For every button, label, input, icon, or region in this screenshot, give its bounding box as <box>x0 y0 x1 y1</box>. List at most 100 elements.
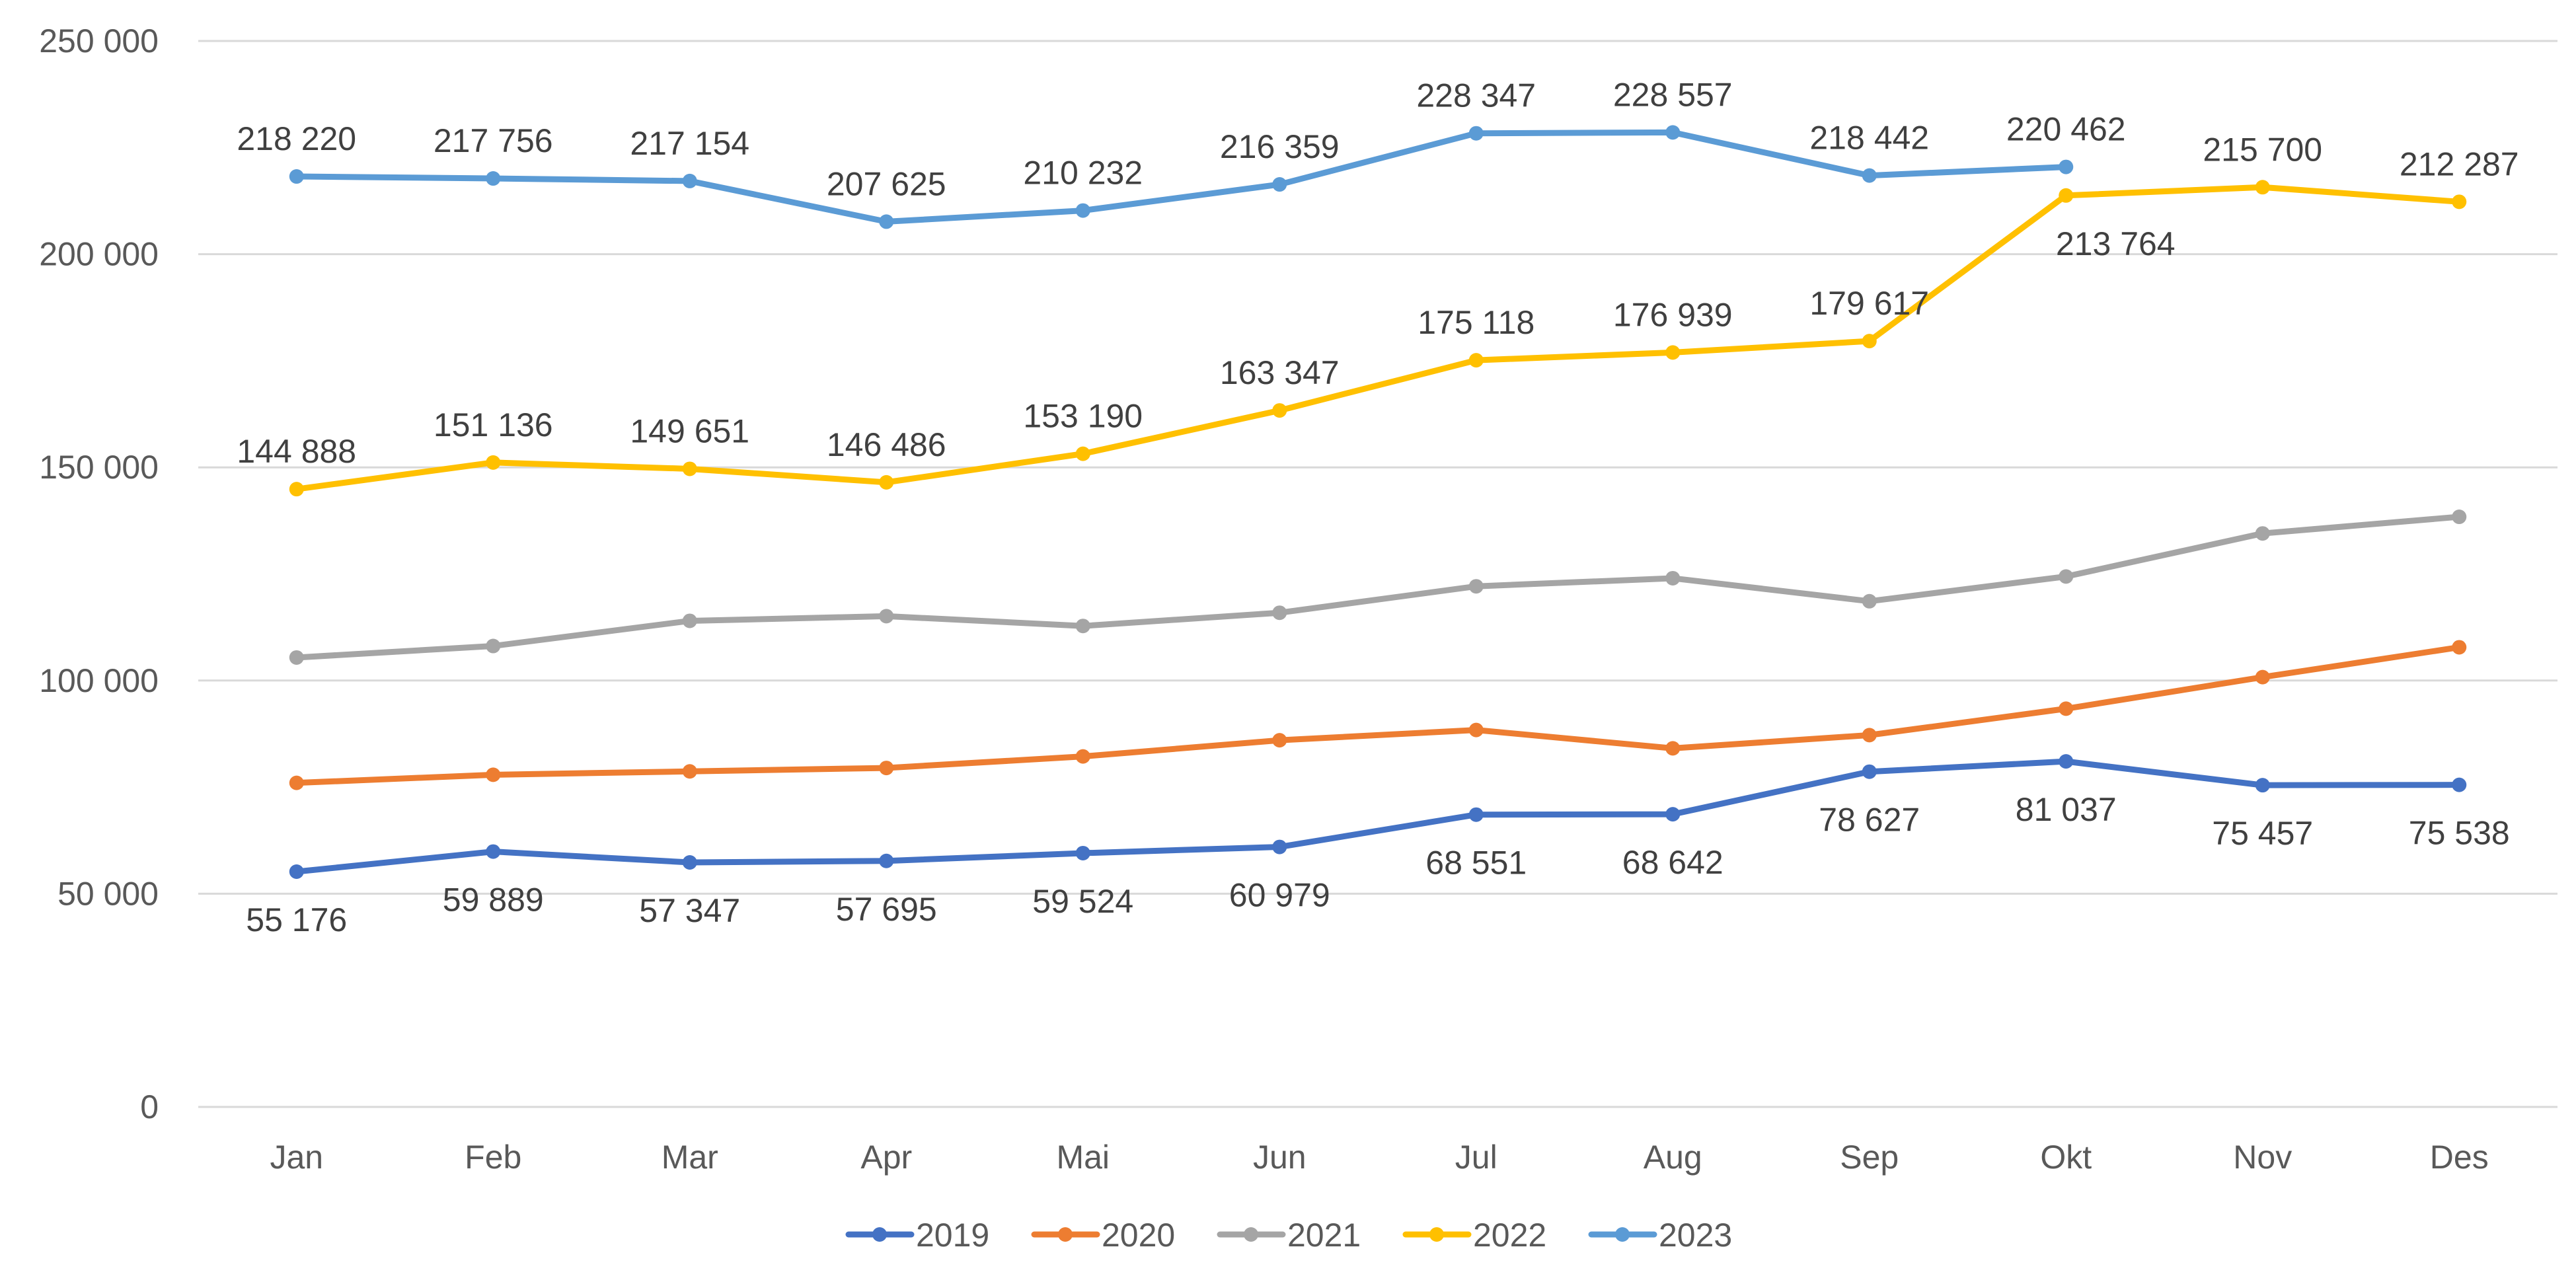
data-label-2022: 213 764 <box>2056 225 2176 262</box>
data-label-2019: 57 347 <box>639 892 740 929</box>
data-point-2019 <box>1862 764 1877 779</box>
data-point-2022 <box>289 482 304 497</box>
data-point-2020 <box>682 764 697 779</box>
data-point-2020 <box>289 775 304 790</box>
data-point-2022 <box>1468 353 1484 368</box>
data-point-2022 <box>486 455 501 470</box>
data-point-2020 <box>1862 728 1877 743</box>
x-tick-label: Mar <box>662 1139 718 1176</box>
data-label-2022: 212 287 <box>2400 145 2519 182</box>
y-tick-label: 0 <box>140 1088 159 1125</box>
legend-marker-icon <box>1244 1227 1258 1242</box>
data-point-2019 <box>1665 807 1681 822</box>
y-tick-label: 200 000 <box>39 236 159 273</box>
series-line-2021 <box>296 513 2460 661</box>
data-label-2023: 217 154 <box>630 125 749 162</box>
y-tick-label: 50 000 <box>57 875 159 912</box>
x-tick-label: Apr <box>860 1139 912 1176</box>
data-point-2021 <box>289 650 304 665</box>
data-label-2019: 59 524 <box>1032 883 1133 920</box>
data-point-2019 <box>289 864 304 880</box>
data-point-2021 <box>682 613 697 628</box>
series-lines <box>289 125 2467 880</box>
data-point-2021 <box>486 638 501 654</box>
data-label-2019: 57 695 <box>836 891 937 928</box>
legend-label-2022: 2022 <box>1473 1217 1546 1254</box>
data-label-2022: 175 118 <box>1418 304 1534 341</box>
x-tick-label: Jun <box>1253 1139 1307 1176</box>
y-tick-label: 250 000 <box>39 22 159 59</box>
data-point-2022 <box>2255 180 2270 195</box>
y-tick-label: 150 000 <box>39 449 159 486</box>
data-point-2020 <box>2255 669 2270 685</box>
data-labels: 55 176 59 889 57 347 57 695 59 524 60 979 68 5… <box>237 76 2519 938</box>
data-point-2020 <box>1468 722 1484 738</box>
legend-marker-icon <box>1058 1227 1073 1242</box>
legend: 2019 2020 2021 2022 2023 <box>845 1217 1732 1254</box>
data-point-2023 <box>1075 203 1090 218</box>
data-label-2022: 179 617 <box>1809 285 1929 322</box>
x-tick-label: Mai <box>1056 1139 1110 1176</box>
data-point-2021 <box>1665 570 1681 586</box>
data-point-2019 <box>1272 839 1287 854</box>
data-label-2023: 210 232 <box>1023 155 1143 192</box>
x-tick-label: Feb <box>465 1139 521 1176</box>
x-tick-label: Nov <box>2233 1139 2292 1176</box>
data-point-2021 <box>1862 593 1877 609</box>
data-point-2022 <box>2059 188 2074 203</box>
series-line-2019 <box>296 758 2460 875</box>
data-point-2022 <box>1665 345 1681 360</box>
data-point-2023 <box>2059 159 2074 174</box>
data-point-2022 <box>1862 334 1877 349</box>
data-point-2021 <box>1075 619 1090 634</box>
data-label-2022: 146 486 <box>827 426 946 463</box>
data-point-2019 <box>1468 807 1484 822</box>
data-point-2023 <box>879 214 894 229</box>
x-tick-label: Aug <box>1644 1139 1702 1176</box>
data-point-2022 <box>1075 446 1090 461</box>
data-label-2019: 68 642 <box>1622 844 1724 881</box>
data-point-2019 <box>682 854 697 870</box>
data-point-2023 <box>1665 125 1681 140</box>
y-axis-labels: 0 50 000 100 000 150 000 200 000 250 000 <box>39 22 159 1125</box>
data-label-2019: 75 538 <box>2409 815 2510 852</box>
data-point-2023 <box>1468 126 1484 141</box>
x-tick-label: Jul <box>1455 1139 1497 1176</box>
data-label-2022: 215 700 <box>2203 131 2322 168</box>
x-tick-label: Jan <box>270 1139 323 1176</box>
data-label-2023: 228 347 <box>1416 77 1536 114</box>
data-label-2022: 144 888 <box>237 433 356 470</box>
data-point-2022 <box>879 474 894 490</box>
y-tick-label: 100 000 <box>39 662 159 699</box>
data-label-2023: 218 442 <box>1809 120 1929 157</box>
data-label-2023: 218 220 <box>237 120 356 157</box>
series-line-2023 <box>296 129 2066 225</box>
data-point-2020 <box>1665 741 1681 756</box>
data-label-2022: 153 190 <box>1023 398 1143 435</box>
data-label-2022: 149 651 <box>630 412 749 449</box>
data-point-2019 <box>2452 777 2467 792</box>
data-label-2023: 207 625 <box>827 165 946 202</box>
data-label-2019: 78 627 <box>1819 802 1920 839</box>
legend-label-2023: 2023 <box>1659 1217 1732 1254</box>
data-label-2022: 151 136 <box>434 406 553 443</box>
data-label-2023: 217 756 <box>434 122 553 159</box>
data-point-2023 <box>682 173 697 188</box>
data-point-2019 <box>1075 845 1090 860</box>
data-point-2019 <box>2059 754 2074 769</box>
data-point-2021 <box>2059 569 2074 584</box>
x-tick-label: Okt <box>2040 1139 2092 1176</box>
data-point-2021 <box>879 609 894 624</box>
legend-marker-icon <box>1615 1227 1630 1242</box>
data-label-2022: 163 347 <box>1220 354 1340 391</box>
data-label-2023: 216 359 <box>1220 128 1340 165</box>
legend-label-2019: 2019 <box>916 1217 989 1254</box>
data-label-2022: 176 939 <box>1613 296 1733 333</box>
data-point-2020 <box>1075 749 1090 764</box>
gridlines <box>198 40 2557 1108</box>
x-axis-labels: Jan Feb Mar Apr Mai Jun Jul Aug Sep Okt Nov Des <box>270 1139 2488 1176</box>
data-point-2020 <box>2452 640 2467 655</box>
legend-marker-icon <box>1429 1227 1444 1242</box>
data-label-2019: 68 551 <box>1425 845 1527 882</box>
